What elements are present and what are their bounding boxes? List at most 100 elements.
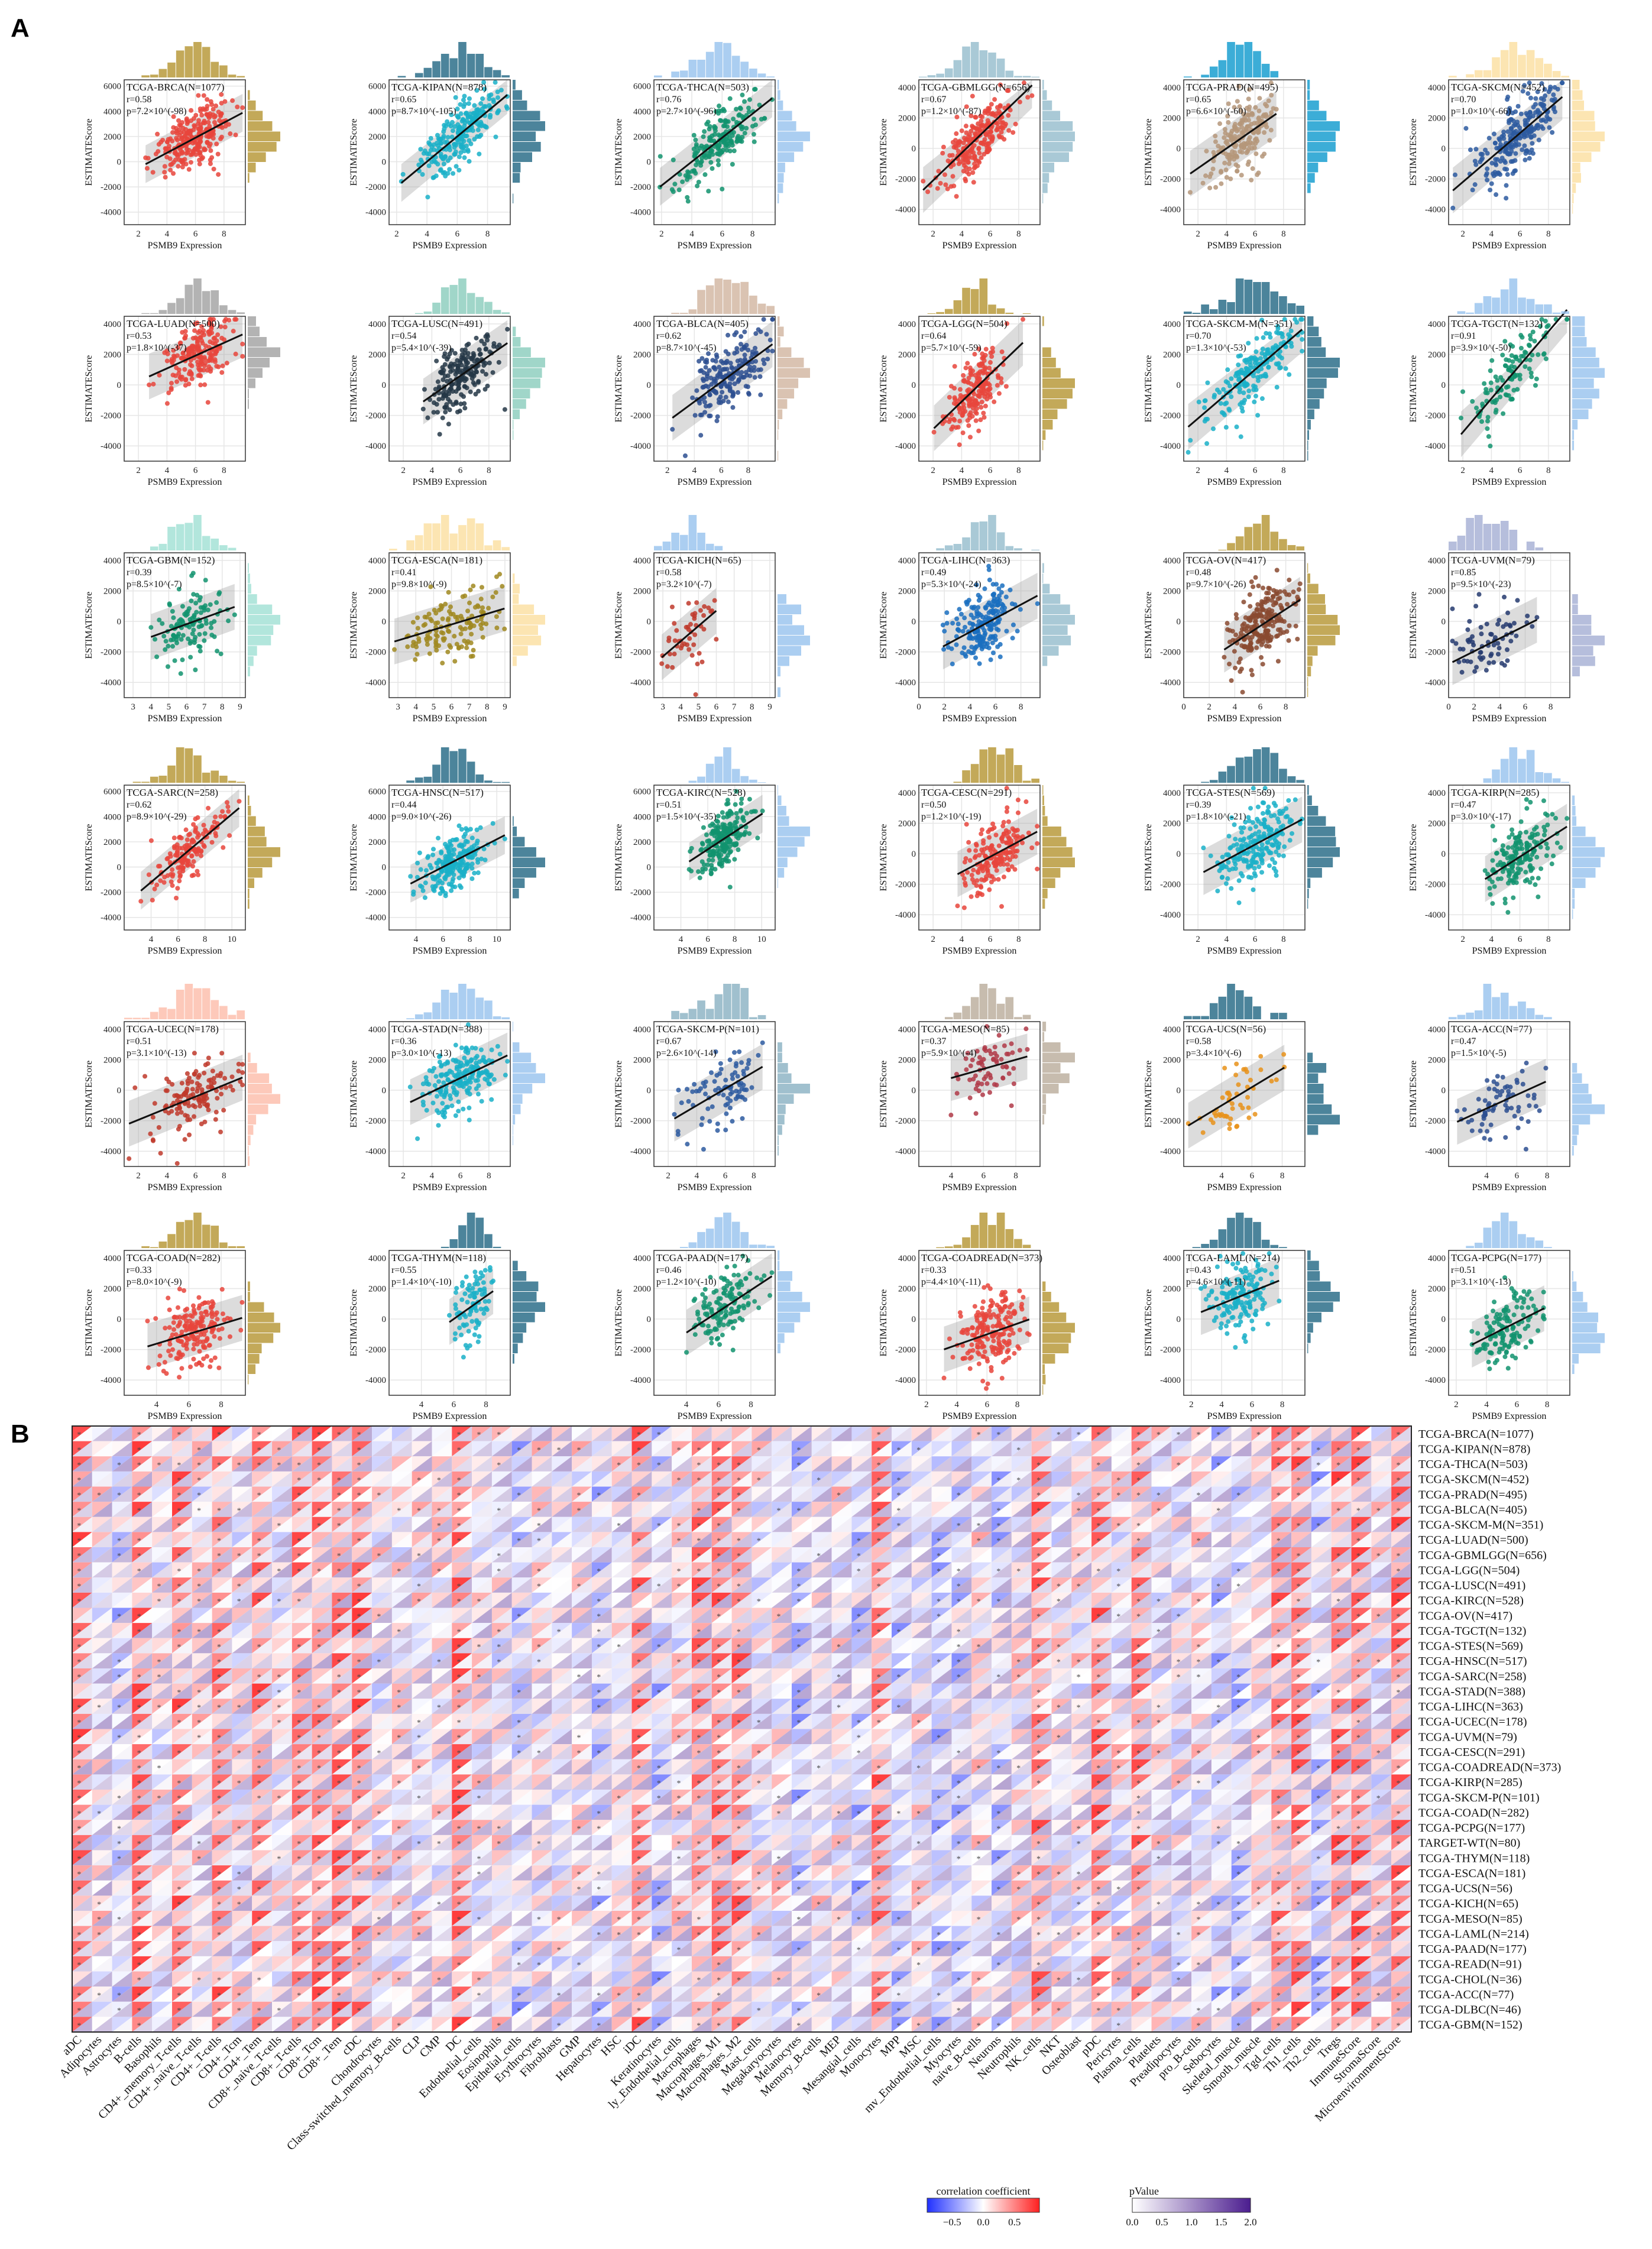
x-marginal-bar — [997, 59, 1005, 77]
data-point — [706, 189, 711, 193]
data-point — [742, 99, 747, 104]
y-tick-label: 2000 — [103, 132, 121, 142]
data-point — [750, 349, 755, 354]
data-point — [1498, 172, 1502, 177]
y-marginal-bar — [1042, 420, 1052, 430]
y-marginal-bar — [1572, 615, 1591, 625]
data-point — [219, 92, 223, 97]
data-point — [186, 119, 190, 124]
data-point — [214, 600, 219, 605]
x-marginal-bar — [1005, 313, 1013, 314]
y-tick-label: 6000 — [368, 788, 386, 797]
data-point — [454, 164, 459, 168]
data-point — [954, 194, 959, 199]
data-point — [213, 834, 218, 838]
x-marginal-bar — [980, 521, 988, 550]
data-point — [190, 853, 195, 858]
data-point — [441, 636, 446, 641]
x-marginal-bar — [501, 75, 510, 77]
y-marginal-bar — [1307, 615, 1337, 625]
data-point — [474, 369, 478, 374]
data-point — [439, 607, 443, 611]
data-point — [1473, 158, 1478, 163]
data-point — [941, 623, 945, 627]
data-point — [202, 383, 207, 387]
x-tick-label: 2 — [394, 229, 399, 239]
data-point — [171, 372, 176, 377]
data-point — [1248, 362, 1253, 367]
data-point — [1224, 167, 1229, 172]
data-point — [1253, 349, 1258, 354]
x-marginal-bar — [1518, 55, 1526, 77]
data-point — [1269, 608, 1274, 613]
data-point — [480, 96, 485, 101]
data-point — [973, 398, 978, 403]
data-point — [692, 151, 697, 155]
data-point — [1264, 597, 1268, 601]
data-point — [181, 866, 186, 870]
data-point — [996, 373, 1000, 378]
data-point — [475, 110, 480, 115]
data-point — [1203, 398, 1207, 403]
data-point — [1282, 619, 1287, 624]
data-point — [743, 131, 747, 135]
y-tick-label: 4000 — [1428, 83, 1446, 93]
data-point — [717, 365, 721, 370]
y-marginal-bar — [778, 90, 780, 101]
scatter-panel: 0 2 4 6 8-4000-2000020004000PSMB9 Expression… — [1408, 515, 1605, 724]
data-point — [484, 125, 489, 129]
data-point — [1505, 129, 1510, 134]
data-point — [466, 149, 471, 154]
data-point — [1252, 145, 1257, 150]
data-point — [1225, 175, 1229, 180]
data-point — [954, 617, 959, 621]
y-tick-label: -2000 — [101, 411, 121, 421]
x-marginal-bar — [1510, 530, 1518, 550]
data-point — [1541, 352, 1546, 357]
data-point — [232, 613, 237, 617]
data-point — [954, 425, 958, 430]
data-point — [471, 355, 475, 359]
data-point — [736, 379, 740, 384]
data-point — [1209, 171, 1213, 176]
data-point — [1513, 151, 1518, 156]
x-marginal-bar — [493, 70, 501, 78]
x-tick-label: 8 — [487, 466, 491, 475]
correlation-r: r=0.44 — [391, 800, 416, 810]
data-point — [1460, 389, 1465, 394]
y-marginal-bar — [1042, 194, 1043, 204]
correlation-r: r=0.53 — [127, 331, 151, 341]
data-point — [487, 93, 491, 98]
data-point — [451, 368, 455, 372]
x-tick-label: 9 — [767, 702, 772, 712]
data-point — [968, 365, 973, 370]
data-point — [201, 368, 206, 372]
x-marginal-bar — [680, 70, 688, 77]
y-marginal-bar — [1572, 173, 1581, 183]
data-point — [179, 671, 183, 676]
data-point — [984, 150, 989, 154]
x-marginal-bar — [1449, 542, 1457, 550]
data-point — [716, 147, 721, 151]
data-point — [1511, 388, 1516, 393]
data-point — [206, 806, 210, 811]
data-point — [1226, 120, 1230, 125]
y-marginal-bar — [248, 101, 256, 111]
data-point — [1216, 144, 1220, 148]
data-point — [709, 148, 714, 153]
data-point — [709, 871, 714, 876]
y-axis-label: ESTIMATEScore — [879, 592, 889, 659]
data-point — [1300, 349, 1304, 354]
data-point — [205, 104, 210, 109]
data-point — [995, 599, 1000, 604]
x-tick-label: 7 — [732, 702, 737, 712]
x-tick-label: 8 — [485, 229, 490, 239]
data-point — [760, 809, 765, 814]
data-point — [427, 863, 432, 867]
data-point — [1518, 372, 1523, 377]
data-point — [188, 655, 193, 660]
data-point — [1256, 369, 1261, 374]
data-point — [949, 427, 954, 432]
x-tick-label: 4 — [678, 702, 683, 712]
data-point — [1514, 355, 1518, 359]
